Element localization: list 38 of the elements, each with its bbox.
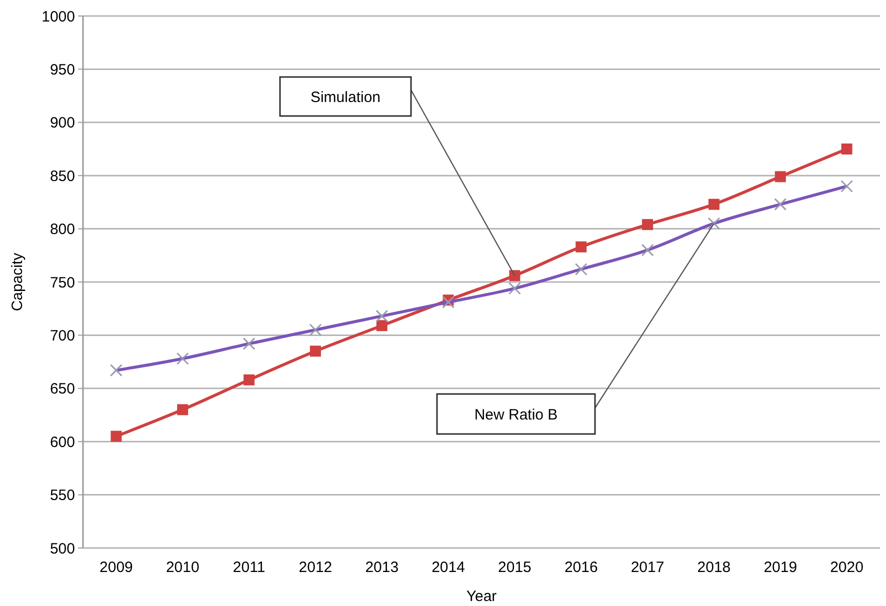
- point: [841, 144, 852, 154]
- point: [642, 219, 654, 230]
- x-tick-label: 2013: [365, 559, 399, 576]
- x-tick-label: 2019: [764, 559, 798, 576]
- point: [576, 241, 587, 252]
- point: [509, 270, 520, 282]
- x-tick-label: 2012: [298, 559, 332, 576]
- y-tick-label: 550: [50, 487, 75, 504]
- annotation: Simulation: [310, 88, 381, 106]
- x-tick-label: 2014: [432, 559, 465, 576]
- x-tick-label: 2011: [232, 559, 266, 576]
- x-tick-label: 2010: [166, 559, 200, 576]
- point: [177, 404, 188, 416]
- y-tick-label: 750: [50, 274, 75, 292]
- y-axis-title: Capacity: [9, 252, 26, 312]
- point: [310, 346, 321, 357]
- y-tick-label: 600: [50, 434, 75, 451]
- annotation: New Ratio B: [474, 406, 558, 424]
- point: [376, 320, 388, 332]
- y-tick-label: 1000: [42, 8, 75, 26]
- y-tick-label: 700: [50, 327, 75, 344]
- y-tick-label: 900: [50, 114, 75, 132]
- point: [244, 374, 255, 386]
- x-tick-label: 2018: [697, 559, 731, 576]
- x-tick-label: 2016: [564, 559, 598, 576]
- y-tick-label: 800: [50, 221, 75, 238]
- x-tick-label: 2015: [498, 559, 532, 576]
- point: [774, 171, 786, 182]
- point: [110, 430, 122, 442]
- x-tick-label: 2017: [630, 559, 664, 576]
- y-tick-label: 950: [50, 61, 75, 78]
- point: [708, 198, 720, 210]
- y-tick-label: 850: [50, 168, 75, 185]
- y-tick-label: 650: [50, 380, 75, 398]
- y-tick-label: 500: [50, 540, 75, 558]
- x-axis-title: Year: [466, 588, 497, 605]
- x-tick-label: 2009: [100, 559, 133, 576]
- x-tick-label: 2020: [830, 559, 864, 576]
